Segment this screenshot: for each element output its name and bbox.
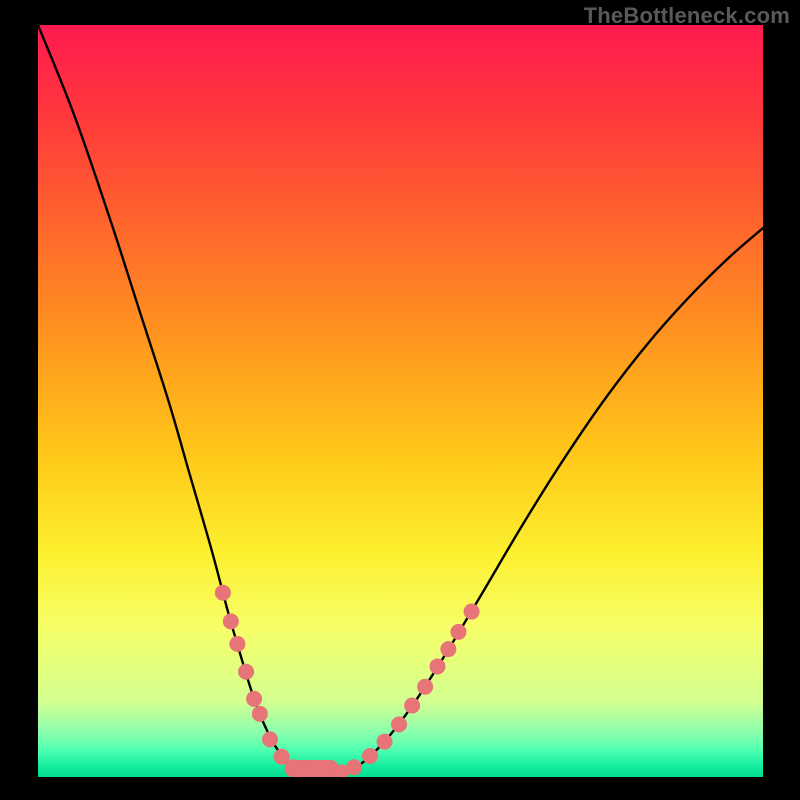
watermark-text: TheBottleneck.com: [584, 3, 790, 29]
data-marker: [451, 624, 467, 640]
data-marker: [391, 716, 407, 732]
data-marker: [464, 604, 480, 620]
data-marker: [417, 679, 433, 695]
data-marker: [252, 706, 268, 722]
data-marker: [238, 664, 254, 680]
data-marker: [223, 613, 239, 629]
chart-container: TheBottleneck.com: [0, 0, 800, 800]
data-marker: [229, 636, 245, 652]
data-marker: [429, 658, 445, 674]
plot-area: [38, 25, 763, 784]
data-marker: [404, 698, 420, 714]
data-marker: [246, 691, 262, 707]
data-marker: [377, 734, 393, 750]
data-marker: [440, 641, 456, 657]
data-marker: [362, 748, 378, 764]
data-marker: [215, 585, 231, 601]
gradient-background: [38, 25, 763, 777]
data-marker: [346, 759, 362, 775]
chart-svg: [0, 0, 800, 800]
data-marker: [262, 731, 278, 747]
